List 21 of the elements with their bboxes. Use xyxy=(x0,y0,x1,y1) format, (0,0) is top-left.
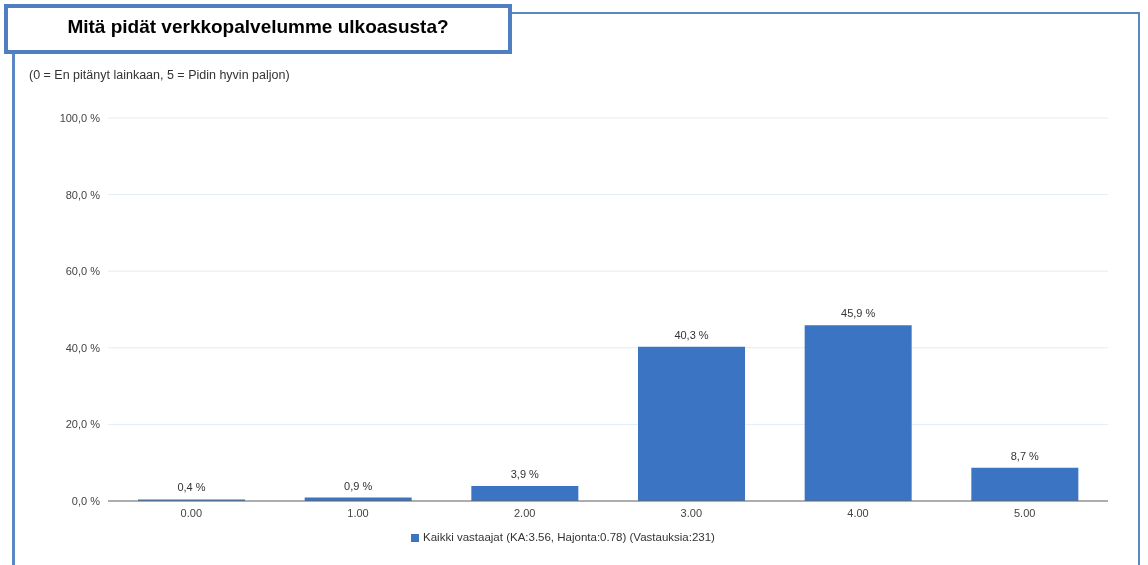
y-tick-label: 80,0 % xyxy=(65,188,101,201)
y-tick-label: 0,0 % xyxy=(71,494,101,507)
x-tick-label: 2.00 xyxy=(513,506,536,519)
chart-title: Mitä pidät verkkopalvelumme ulkoasusta? xyxy=(66,16,450,38)
x-tick-label: 0.00 xyxy=(180,506,203,519)
x-tick-label: 1.00 xyxy=(347,506,369,519)
data-label: 0,4 % xyxy=(177,481,206,494)
data-label: 45,9 % xyxy=(841,307,876,320)
y-tick-label: 40,0 % xyxy=(65,341,101,354)
data-label: 3,9 % xyxy=(510,468,540,481)
legend-label: Kaikki vastaajat (KA:3.56, Hajonta:0.78) (Vastauksia:231) xyxy=(423,531,715,543)
y-tick-label: 60,0 % xyxy=(65,265,101,278)
chart-subtitle: (0 = En pitänyt lainkaan, 5 = Pidin hyvin paljon) xyxy=(29,68,290,82)
y-tick-label: 100,0 % xyxy=(59,111,101,124)
x-tick-label: 5.00 xyxy=(1013,506,1036,519)
y-tick-label: 20,0 % xyxy=(65,418,101,431)
data-label: 8,7 % xyxy=(1010,449,1040,462)
data-label: 0,9 % xyxy=(344,479,373,492)
data-label: 40,3 % xyxy=(674,328,709,341)
x-tick-label: 3.00 xyxy=(680,506,703,519)
x-tick-label: 4.00 xyxy=(847,506,869,519)
